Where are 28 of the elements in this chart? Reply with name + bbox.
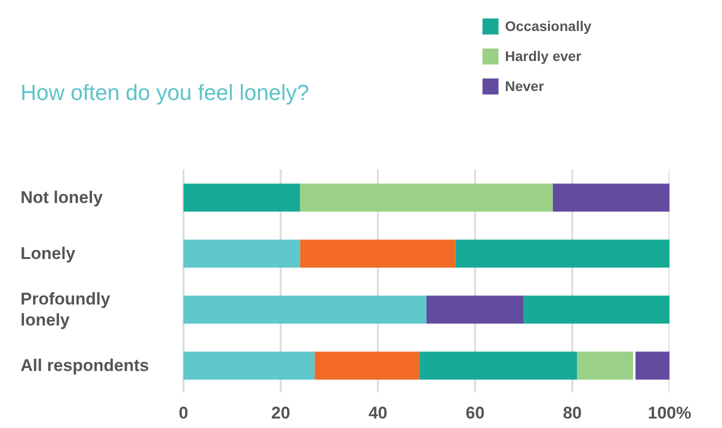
bar xyxy=(419,352,578,380)
chart-title: How often do you feel lonely? xyxy=(20,80,310,105)
x-tick-label: 0 xyxy=(178,404,188,422)
legend-label: Hardly ever xyxy=(505,48,582,64)
bar xyxy=(184,296,426,324)
bar xyxy=(300,184,553,212)
bar xyxy=(635,352,670,380)
y-tick-label: All respondents xyxy=(20,356,149,376)
y-tick-label: Not lonely xyxy=(20,188,104,208)
bar xyxy=(184,352,315,380)
x-tick-label: 60 xyxy=(466,404,485,422)
x-tick-label: 100% xyxy=(648,404,692,422)
bar xyxy=(456,240,670,268)
legend-label: Occasionally xyxy=(505,18,592,34)
y-tick-label: Lonely xyxy=(20,244,76,264)
x-tick-label: 20 xyxy=(271,404,290,422)
bar xyxy=(524,296,670,324)
bar xyxy=(426,296,524,324)
bar xyxy=(184,184,300,212)
bar xyxy=(300,240,456,268)
x-tick-label: 80 xyxy=(562,404,582,422)
bar xyxy=(184,240,300,268)
bar xyxy=(577,352,634,380)
bar xyxy=(552,184,670,212)
x-tick-label: 40 xyxy=(368,404,388,422)
legend-label: Never xyxy=(505,78,544,94)
y-tick-label: Profoundly lonely xyxy=(20,290,111,330)
bar xyxy=(314,352,420,380)
